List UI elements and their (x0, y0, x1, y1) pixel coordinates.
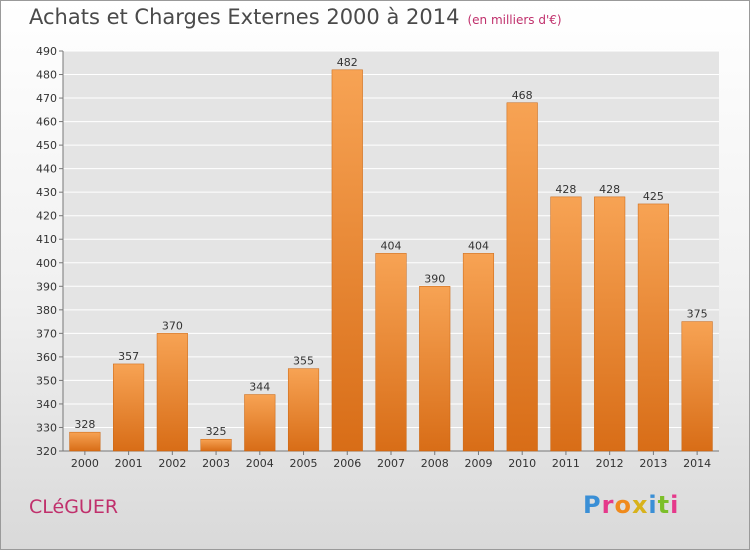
proxiti-logo: Proxiti (583, 491, 679, 519)
bar-value-label: 482 (337, 56, 358, 69)
bar (69, 431, 101, 452)
bar-value-label: 428 (555, 183, 576, 196)
logo-letter: P (583, 491, 602, 519)
bar (287, 368, 320, 452)
x-tick-label: 2011 (552, 457, 580, 470)
y-tick-label: 430 (36, 186, 57, 199)
bar (200, 438, 232, 452)
x-tick-label: 2005 (290, 457, 318, 470)
y-tick-label: 400 (36, 257, 57, 270)
bar-value-label: 390 (424, 272, 445, 285)
y-tick-label: 450 (36, 139, 57, 152)
y-tick-label: 340 (36, 398, 57, 411)
x-tick-label: 2010 (508, 457, 536, 470)
y-tick-label: 440 (36, 163, 57, 176)
bar-value-label: 357 (118, 350, 139, 363)
x-tick-label: 2007 (377, 457, 405, 470)
y-tick-label: 320 (36, 445, 57, 458)
bar-value-label: 404 (381, 239, 402, 252)
bar (594, 196, 626, 452)
y-tick-label: 380 (36, 304, 57, 317)
x-tick-label: 2013 (639, 457, 667, 470)
x-tick-label: 2002 (158, 457, 186, 470)
bar (375, 253, 407, 452)
bar (419, 286, 451, 452)
bar (550, 196, 582, 452)
bar (113, 363, 145, 452)
y-tick-label: 490 (36, 45, 57, 58)
x-tick-label: 2014 (683, 457, 711, 470)
y-tick-label: 480 (36, 69, 57, 82)
x-tick-label: 2006 (333, 457, 361, 470)
logo-letter: o (614, 491, 632, 519)
y-tick-label: 460 (36, 116, 57, 129)
bar (156, 333, 188, 452)
chart-title: Achats et Charges Externes 2000 à 2014 (e… (29, 5, 562, 29)
bar (331, 69, 363, 452)
x-tick-label: 2001 (115, 457, 143, 470)
y-tick-label: 350 (36, 374, 57, 387)
x-tick-label: 2008 (421, 457, 449, 470)
y-tick-label: 330 (36, 421, 57, 434)
y-tick-label: 410 (36, 233, 57, 246)
y-tick-label: 390 (36, 280, 57, 293)
y-tick-label: 470 (36, 92, 57, 105)
bar-value-label: 344 (249, 381, 270, 394)
bar-value-label: 370 (162, 319, 183, 332)
logo-letter: i (648, 491, 658, 519)
bar (462, 253, 495, 452)
bar-value-label: 404 (468, 239, 489, 252)
bar-value-label: 375 (687, 308, 708, 321)
bar (637, 203, 669, 452)
y-tick-label: 370 (36, 327, 57, 340)
logo-letter: r (601, 491, 615, 519)
x-tick-label: 2004 (246, 457, 274, 470)
logo-letter: t (657, 491, 671, 519)
bar-value-label: 425 (643, 190, 664, 203)
x-tick-label: 2009 (464, 457, 492, 470)
bar-value-label: 428 (599, 183, 620, 196)
chart-subtitle: (en milliers d'€) (467, 13, 562, 27)
logo-letter: x (631, 491, 649, 519)
y-tick-label: 420 (36, 210, 57, 223)
bar (681, 321, 713, 452)
bar (244, 394, 276, 452)
y-tick-label: 360 (36, 351, 57, 364)
bar-value-label: 355 (293, 355, 314, 368)
logo-letter: i (670, 491, 680, 519)
bar-value-label: 468 (512, 89, 533, 102)
title-text: Achats et Charges Externes 2000 à 2014 (29, 5, 460, 29)
bar-value-label: 325 (206, 425, 227, 438)
bar (506, 102, 538, 452)
x-tick-label: 2000 (71, 457, 99, 470)
x-tick-label: 2003 (202, 457, 230, 470)
commune-name: CLéGUER (29, 496, 119, 518)
x-tick-label: 2012 (596, 457, 624, 470)
bar-value-label: 328 (74, 418, 95, 431)
